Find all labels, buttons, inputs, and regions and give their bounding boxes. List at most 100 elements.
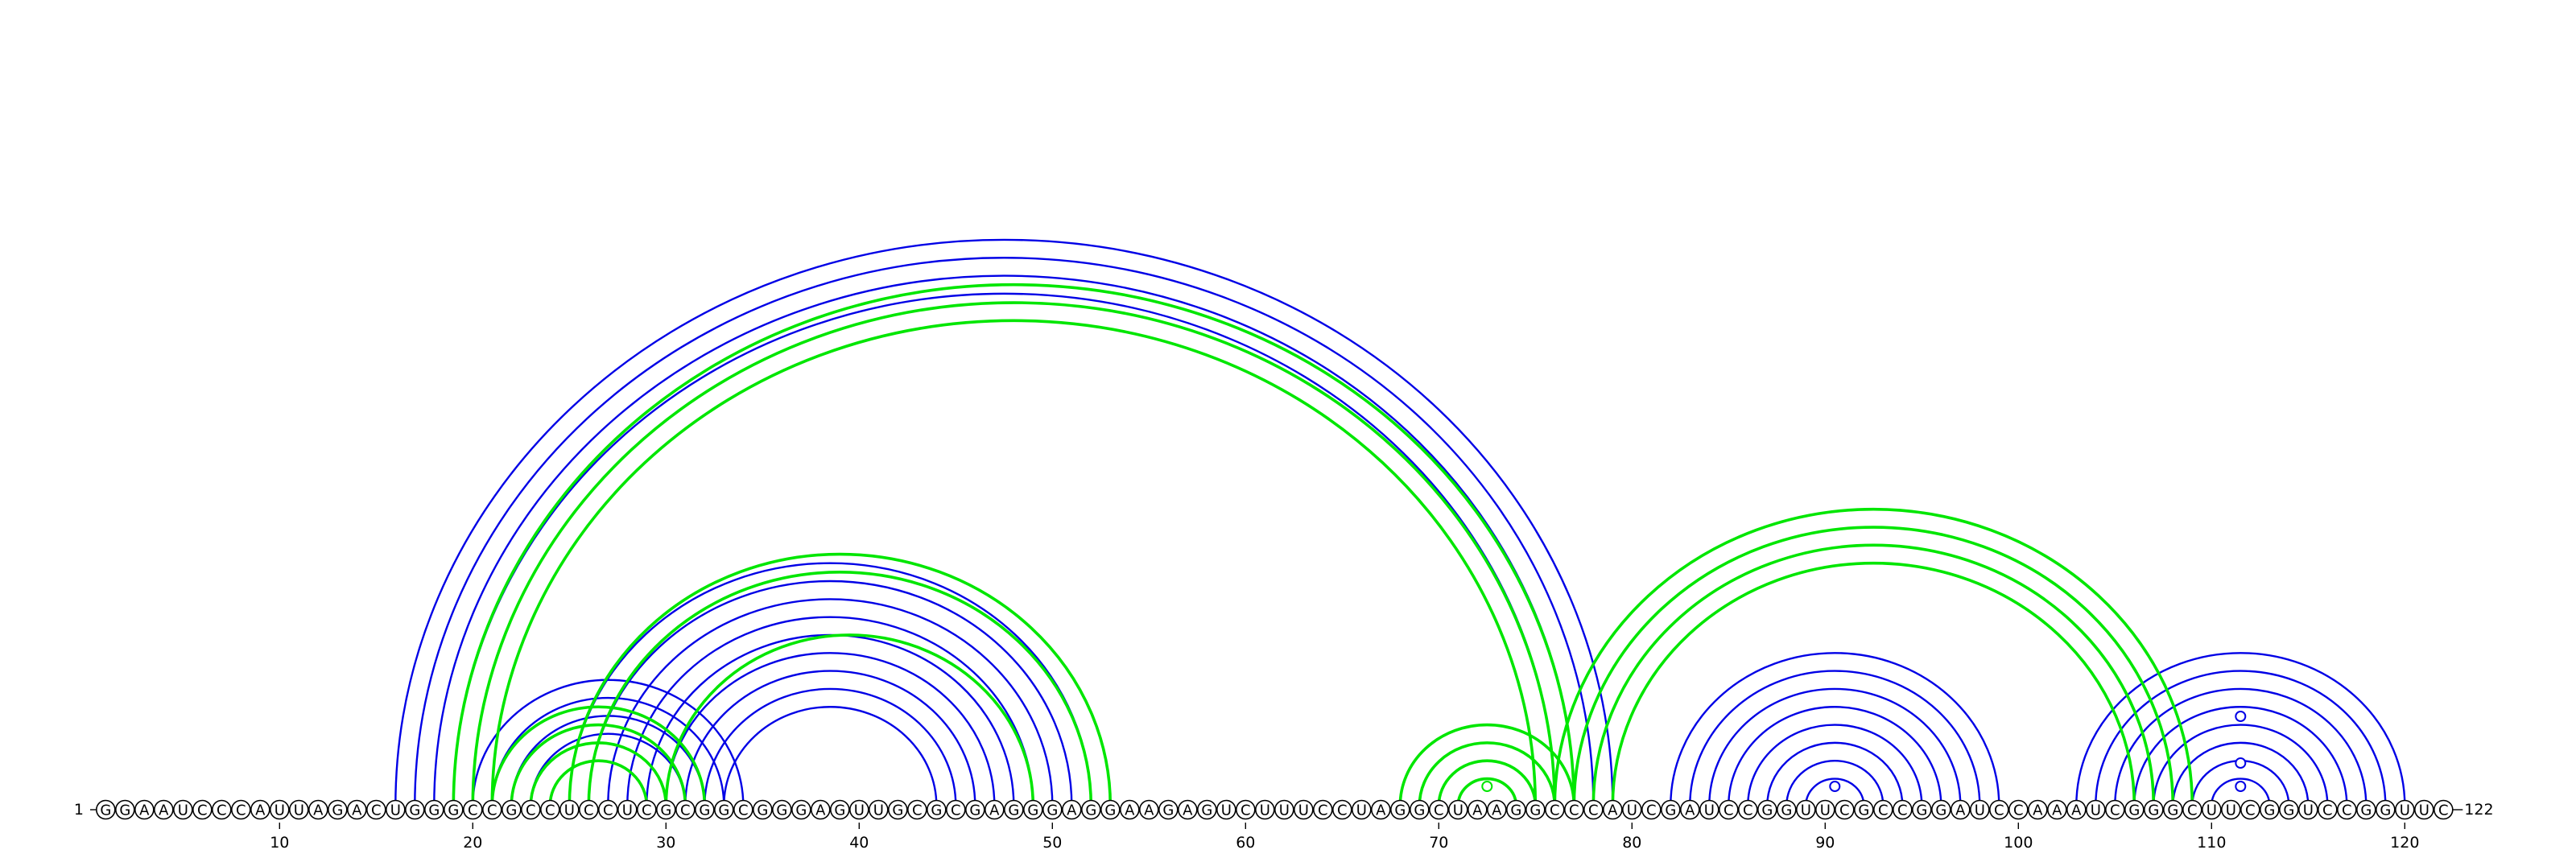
nucleotide-letter: C xyxy=(526,802,536,819)
nucleotide-letter: C xyxy=(236,802,246,819)
nucleotide-circle xyxy=(346,799,367,820)
nucleotide-circle xyxy=(2008,799,2029,820)
nucleotide-letter: C xyxy=(197,802,208,819)
nucleotide-circle xyxy=(1274,799,1294,820)
nucleotide-letter: G xyxy=(699,802,710,819)
blue-base-pair-arc xyxy=(1708,687,1962,807)
nucleotide-letter: G xyxy=(2128,802,2140,819)
nucleotide-circle xyxy=(1429,799,1449,820)
nucleotide-letter: U xyxy=(1627,802,1637,819)
nucleotide-letter: A xyxy=(2033,802,2043,819)
nucleotide-letter: G xyxy=(1027,802,1038,819)
green-base-pair-arc xyxy=(1572,526,2175,807)
nucleotide-circle xyxy=(501,799,522,820)
sequence-start-label: 1 xyxy=(74,801,84,819)
nucleotide-letter: G xyxy=(795,802,807,819)
nucleotide-letter: G xyxy=(2360,802,2372,819)
nucleotide-circle xyxy=(2395,799,2415,820)
blue-loop-marker xyxy=(1829,781,1841,792)
nucleotide-circle xyxy=(1641,799,1662,820)
nucleotide-letter: G xyxy=(1046,802,1058,819)
nucleotide-circle xyxy=(2318,799,2338,820)
nucleotide-circle xyxy=(250,799,270,820)
nucleotide-circle xyxy=(539,799,560,820)
nucleotide-circle xyxy=(1255,799,1275,820)
nucleotide-circle xyxy=(830,799,850,820)
green-base-pair-arc xyxy=(1456,777,1518,807)
green-base-pair-arc xyxy=(1437,759,1538,807)
nucleotide-letter: G xyxy=(1665,802,1676,819)
nucleotide-letter: A xyxy=(139,802,150,819)
nucleotide-circle xyxy=(1854,799,1874,820)
nucleotide-letter: A xyxy=(1144,802,1154,819)
nucleotide-letter: C xyxy=(487,802,497,819)
nucleotide-circle xyxy=(1158,799,1179,820)
sequence-end-label: 122 xyxy=(2464,801,2493,819)
nucleotide-letter: G xyxy=(1394,802,1406,819)
nucleotide-letter: G xyxy=(1916,802,1927,819)
nucleotide-letter: G xyxy=(834,802,845,819)
nucleotide-letter: U xyxy=(854,802,865,819)
green-base-pair-arc xyxy=(548,759,649,807)
nucleotide-letter: U xyxy=(1221,802,1232,819)
nucleotide-letter: A xyxy=(1472,802,1483,819)
blue-base-pair-arc xyxy=(1805,778,1865,807)
blue-base-pair-arc xyxy=(452,292,1556,807)
nucleotide-letter: C xyxy=(2245,802,2256,819)
green-base-pair-arc xyxy=(1418,741,1557,807)
nucleotide-letter: G xyxy=(2167,802,2178,819)
nucleotide-letter: G xyxy=(428,802,440,819)
nucleotide-circle xyxy=(1081,799,1101,820)
nucleotide-circle xyxy=(1062,799,1082,820)
nucleotide-letter: C xyxy=(2322,802,2333,819)
nucleotide-letter: C xyxy=(584,802,594,819)
tick-label: 100 xyxy=(2004,834,2033,852)
nucleotide-letter: C xyxy=(680,802,691,819)
nucleotide-circle xyxy=(2028,799,2048,820)
nucleotide-circle xyxy=(791,799,811,820)
nucleotide-circle xyxy=(1951,799,1971,820)
nucleotide-circle xyxy=(559,799,580,820)
blue-base-pair-arc xyxy=(2133,706,2348,807)
nucleotide-letter: U xyxy=(2303,802,2314,819)
nucleotide-letter: G xyxy=(892,802,903,819)
nucleotide-letter: G xyxy=(1510,802,1521,819)
nucleotide-circle xyxy=(2124,799,2145,820)
blue-base-pair-arc xyxy=(2172,741,2310,807)
nucleotide-circle xyxy=(1583,799,1604,820)
nucleotide-letter: C xyxy=(738,802,749,819)
nucleotide-circle xyxy=(192,799,213,820)
blue-base-pair-arc xyxy=(2075,652,2406,807)
nucleotide-circle xyxy=(2279,799,2299,820)
nucleotide-letter: C xyxy=(1878,802,1889,819)
nucleotide-letter: U xyxy=(1453,802,1463,819)
blue-base-pair-arc xyxy=(723,706,938,807)
green-base-pair-arc xyxy=(452,283,1576,807)
nucleotide-circle xyxy=(597,799,618,820)
blue-base-pair-arc xyxy=(2095,670,2387,807)
nucleotide-circle xyxy=(308,799,328,820)
nucleotide-letter: U xyxy=(275,802,285,819)
nucleotide-letter: C xyxy=(2438,802,2449,819)
green-base-pair-arc xyxy=(490,705,707,807)
nucleotide-circle xyxy=(96,799,116,820)
tick-label: 40 xyxy=(849,834,869,852)
nucleotide-letter: G xyxy=(1858,802,1869,819)
nucleotide-circle xyxy=(733,799,753,820)
nucleotide-circle xyxy=(946,799,966,820)
nucleotide-circle xyxy=(2221,799,2241,820)
green-loop-marker xyxy=(1481,781,1493,792)
blue-base-pair-arc xyxy=(2153,724,2329,807)
nucleotide-circle xyxy=(1989,799,2009,820)
nucleotide-letter: G xyxy=(660,802,671,819)
nucleotide-letter: G xyxy=(506,802,517,819)
nucleotide-letter: C xyxy=(1569,802,1579,819)
nucleotide-circle xyxy=(1487,799,1507,820)
nucleotide-circle xyxy=(520,799,541,820)
nucleotide-circle xyxy=(2182,799,2202,820)
blue-base-pair-arc xyxy=(1766,741,1904,807)
nucleotide-circle xyxy=(1352,799,1372,820)
nucleotide-circle xyxy=(1506,799,1526,820)
nucleotide-circle xyxy=(675,799,696,820)
green-base-pair-arc xyxy=(471,301,1557,807)
